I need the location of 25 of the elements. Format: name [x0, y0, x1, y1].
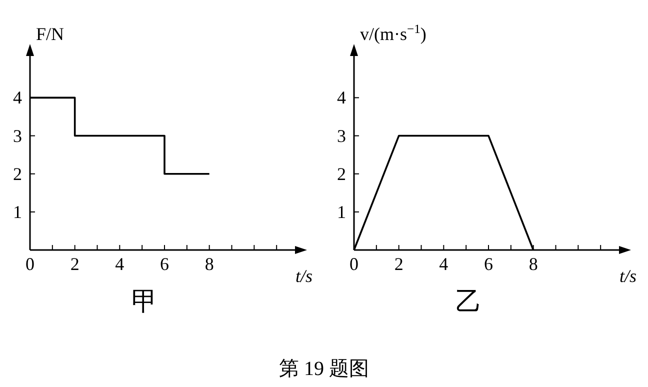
x-tick-label: 2: [70, 254, 80, 274]
y-tick-label: 1: [13, 202, 22, 222]
x-tick-label: 8: [528, 254, 538, 274]
y-tick-label: 3: [13, 126, 22, 146]
text: 第 19 题图: [279, 358, 369, 380]
y-tick-label: 4: [13, 88, 22, 108]
x-tick-label: 8: [204, 254, 214, 274]
x-tick-label: 0: [26, 254, 34, 274]
y-tick-label: 2: [337, 164, 346, 184]
y-tick-label: 2: [13, 164, 22, 184]
y-tick-label: 1: [337, 202, 346, 222]
y-axis-title: v/(m·s$^{−1}$): [360, 22, 426, 44]
x-tick-label: 4: [115, 254, 124, 274]
text: 甲: [132, 287, 158, 316]
y-tick-label: 3: [337, 126, 346, 146]
x-tick-label: 4: [439, 254, 448, 274]
x-tick-label: 2: [394, 254, 404, 274]
text: 乙: [456, 287, 482, 316]
x-tick-label: 0: [350, 254, 358, 274]
x-tick-label: 6: [484, 254, 493, 274]
x-axis-title: t/s: [295, 266, 313, 286]
y-tick-label: 4: [337, 88, 346, 108]
x-tick-label: 6: [160, 254, 169, 274]
y-axis-title: F/N: [36, 24, 64, 44]
x-axis-title: t/s: [619, 266, 637, 286]
